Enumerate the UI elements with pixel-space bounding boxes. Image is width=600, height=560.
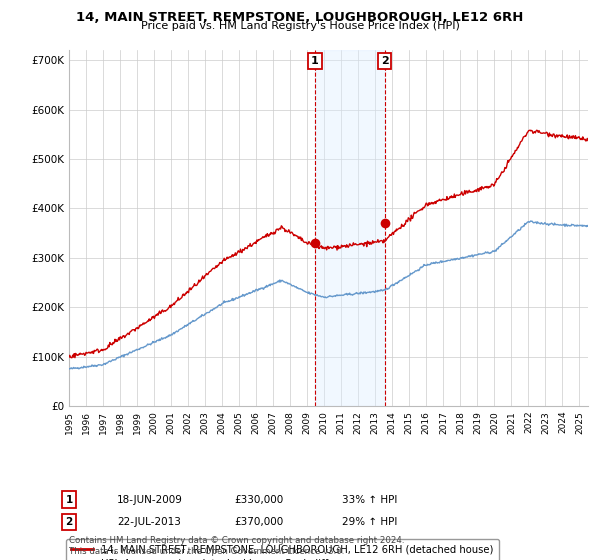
Text: Price paid vs. HM Land Registry's House Price Index (HPI): Price paid vs. HM Land Registry's House … — [140, 21, 460, 31]
Text: £330,000: £330,000 — [234, 494, 283, 505]
Text: 14, MAIN STREET, REMPSTONE, LOUGHBOROUGH, LE12 6RH: 14, MAIN STREET, REMPSTONE, LOUGHBOROUGH… — [76, 11, 524, 24]
Text: 1: 1 — [311, 56, 319, 66]
Text: Contains HM Land Registry data © Crown copyright and database right 2024.
This d: Contains HM Land Registry data © Crown c… — [69, 536, 404, 556]
Text: 2: 2 — [381, 56, 389, 66]
Text: 18-JUN-2009: 18-JUN-2009 — [117, 494, 183, 505]
Text: 22-JUL-2013: 22-JUL-2013 — [117, 517, 181, 527]
Text: 1: 1 — [65, 494, 73, 505]
Text: 29% ↑ HPI: 29% ↑ HPI — [342, 517, 397, 527]
Text: £370,000: £370,000 — [234, 517, 283, 527]
Legend: 14, MAIN STREET, REMPSTONE, LOUGHBOROUGH, LE12 6RH (detached house), HPI: Averag: 14, MAIN STREET, REMPSTONE, LOUGHBOROUGH… — [67, 539, 499, 560]
Text: 33% ↑ HPI: 33% ↑ HPI — [342, 494, 397, 505]
Bar — [315, 50, 385, 406]
Text: 2: 2 — [65, 517, 73, 527]
